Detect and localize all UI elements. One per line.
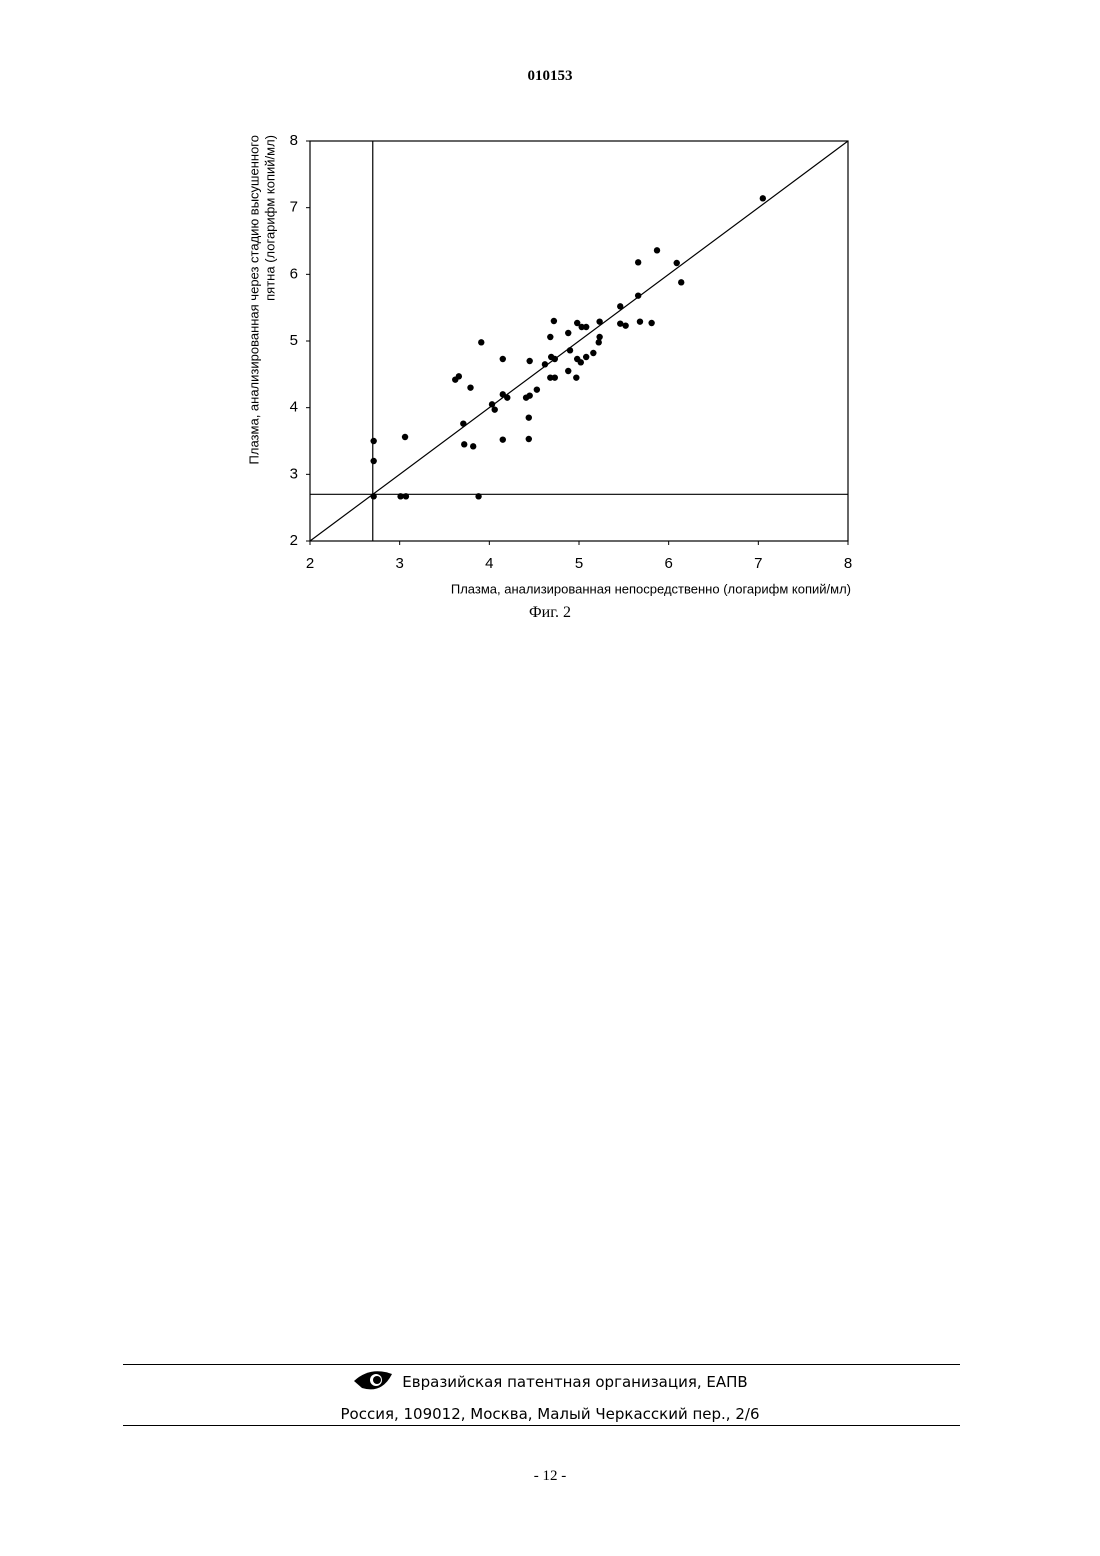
y-tick-label: 8 [290, 132, 298, 149]
footer-address: Россия, 109012, Москва, Малый Черкасский… [0, 1405, 1100, 1423]
data-point [596, 334, 602, 340]
footer-organization: Евразийская патентная организация, ЕАПВ [0, 1373, 1100, 1391]
data-point [678, 279, 684, 285]
x-tick-label: 8 [844, 555, 852, 572]
data-point [478, 339, 484, 345]
data-point [648, 320, 654, 326]
data-point [461, 441, 467, 447]
data-point [567, 347, 573, 353]
data-point [500, 356, 506, 362]
page-number: - 12 - [0, 1468, 1100, 1485]
data-point [500, 436, 506, 442]
y-tick-label: 4 [290, 399, 298, 416]
x-tick-label: 2 [306, 555, 314, 572]
x-tick-label: 3 [395, 555, 403, 572]
page: 010153 23456782345678Плазма, анализирова… [0, 0, 1100, 1556]
data-point [635, 259, 641, 265]
data-point [403, 493, 409, 499]
y-axis-label: Плазма, анализированная через стадию выс… [246, 135, 261, 464]
footer-rule [123, 1425, 960, 1426]
data-point [526, 414, 532, 420]
identity-line [310, 141, 848, 541]
data-point [578, 359, 584, 365]
data-point [674, 260, 680, 266]
figure-caption: Фиг. 2 [0, 604, 1100, 622]
data-point [551, 318, 557, 324]
data-point [622, 322, 628, 328]
data-point [460, 420, 466, 426]
data-point [370, 438, 376, 444]
data-point [526, 392, 532, 398]
data-point [552, 356, 558, 362]
data-point [654, 247, 660, 253]
data-point [534, 386, 540, 392]
data-point [596, 318, 602, 324]
data-point [526, 436, 532, 442]
data-point [590, 350, 596, 356]
x-tick-label: 7 [754, 555, 762, 572]
data-point [504, 394, 510, 400]
data-point [635, 292, 641, 298]
data-point [370, 458, 376, 464]
data-point [596, 339, 602, 345]
x-tick-label: 6 [664, 555, 672, 572]
data-point [467, 384, 473, 390]
y-axis-label: пятна (логарифм копий/мл) [262, 135, 277, 301]
data-point [617, 303, 623, 309]
y-tick-label: 7 [290, 199, 298, 216]
data-point [565, 330, 571, 336]
data-point [470, 443, 476, 449]
data-point [402, 434, 408, 440]
data-point [547, 334, 553, 340]
data-point [583, 354, 589, 360]
chart: 2 3 4 5 6 7 8 2 3 4 5 6 7 8 Плазма, анализированная не… [0, 0, 1100, 630]
data-point [583, 324, 589, 330]
data-point [475, 493, 481, 499]
data-point [370, 493, 376, 499]
y-tick-label: 5 [290, 332, 298, 349]
data-point [492, 406, 498, 412]
y-tick-label: 6 [290, 265, 298, 282]
y-tick-label: 3 [290, 465, 298, 482]
data-point [526, 358, 532, 364]
data-point [542, 361, 548, 367]
data-point [565, 368, 571, 374]
data-point [637, 318, 643, 324]
data-point [760, 195, 766, 201]
x-tick-label: 5 [575, 555, 583, 572]
y-tick-label: 2 [290, 532, 298, 549]
data-point [552, 374, 558, 380]
data-point [456, 373, 462, 379]
x-axis-label: Плазма, анализированная непосредственно … [451, 581, 851, 596]
data-point [573, 374, 579, 380]
footer-rule [123, 1364, 960, 1365]
x-tick-label: 4 [485, 555, 493, 572]
